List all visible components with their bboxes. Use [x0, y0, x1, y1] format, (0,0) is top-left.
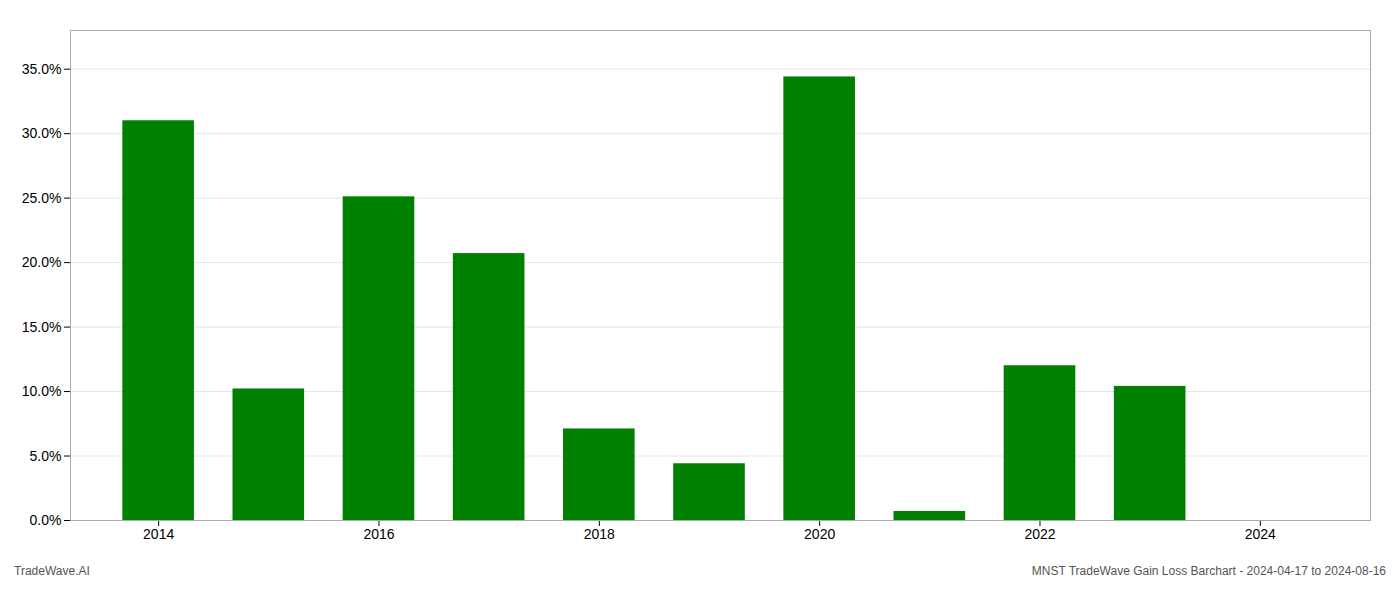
svg-text:20.0%: 20.0%	[22, 254, 62, 270]
svg-text:2022: 2022	[1024, 526, 1055, 542]
svg-text:35.0%: 35.0%	[22, 61, 62, 77]
html-text:TradeWave.AI: TradeWave.AI	[14, 564, 90, 578]
svg-text:2024: 2024	[1245, 526, 1276, 542]
svg-text:2018: 2018	[584, 526, 615, 542]
svg-text:10.0%: 10.0%	[22, 383, 62, 399]
svg-text:2016: 2016	[363, 526, 394, 542]
svg-text:25.0%: 25.0%	[22, 190, 62, 206]
svg-text:30.0%: 30.0%	[22, 125, 62, 141]
svg-text:2014: 2014	[143, 526, 174, 542]
svg-text:15.0%: 15.0%	[22, 319, 62, 335]
svg-text:0.0%: 0.0%	[30, 512, 62, 528]
html-text:MNST TradeWave Gain Loss Barch: MNST TradeWave Gain Loss Barchart - 2024…	[1031, 564, 1386, 578]
svg-text:2020: 2020	[804, 526, 835, 542]
svg-text:5.0%: 5.0%	[30, 448, 62, 464]
